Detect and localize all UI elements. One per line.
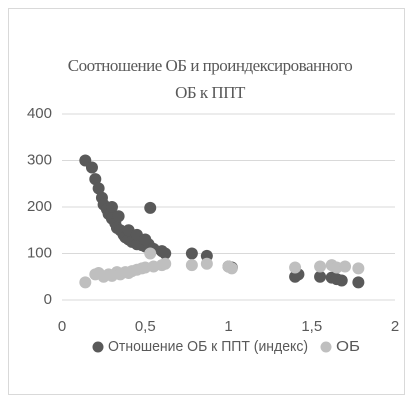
x-tick-label: 1,5 (301, 318, 322, 335)
legend-marker (92, 341, 104, 353)
point (352, 262, 365, 275)
legend-label: Отношение ОБ к ППТ (индекс) (108, 338, 308, 355)
point (352, 276, 365, 289)
point (79, 276, 92, 289)
point (112, 210, 125, 223)
chart-title: Соотношение ОБ и проиндексированного ОБ … (67, 56, 353, 102)
point (185, 259, 198, 272)
point (85, 161, 98, 174)
x-tick-label: 1 (224, 318, 232, 335)
x-tick-label: 0,5 (135, 318, 156, 335)
point (139, 233, 152, 246)
point (159, 247, 172, 260)
point (200, 257, 213, 270)
point (92, 182, 105, 195)
y-tick-label: 100 (27, 244, 52, 261)
point (144, 247, 157, 260)
point (105, 201, 118, 213)
y-tick-label: 200 (27, 198, 52, 215)
y-tick-label: 400 (27, 105, 52, 122)
y-tick-label: 300 (27, 151, 52, 168)
point (314, 270, 327, 283)
point (159, 257, 172, 270)
legend-marker (320, 341, 332, 353)
point (89, 173, 102, 186)
point (185, 247, 198, 260)
x-tick-label: 0 (58, 318, 66, 335)
point (335, 274, 348, 287)
point (289, 261, 302, 274)
point (339, 260, 352, 273)
x-tick-label: 2 (391, 318, 399, 335)
point (225, 262, 238, 275)
point (314, 260, 327, 273)
chart-border (8, 8, 405, 395)
y-tick-label: 0 (44, 291, 52, 308)
legend-label: ОБ (336, 338, 360, 355)
point (144, 201, 157, 214)
